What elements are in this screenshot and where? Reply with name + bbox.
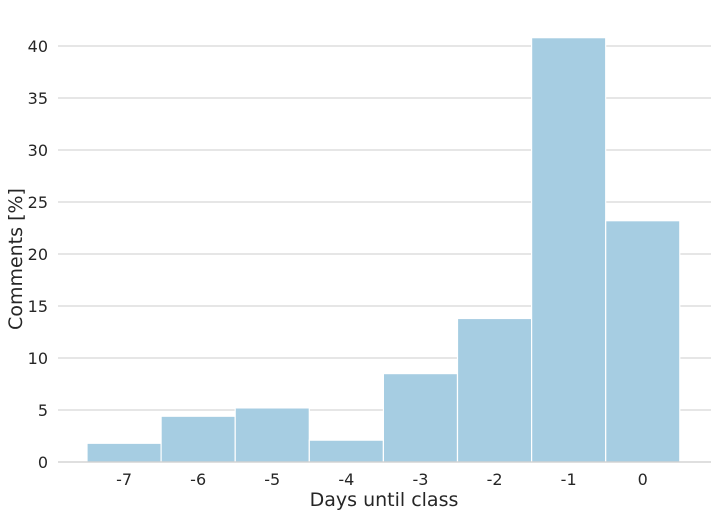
y-tick-label: 10: [28, 349, 48, 368]
y-tick-labels: 0 5 10 15 20 25 30 35 40: [28, 37, 48, 472]
bar: [308, 439, 384, 463]
x-tick-label: -2: [487, 470, 503, 489]
bar: [530, 37, 607, 463]
y-axis-label: Comments [%]: [5, 188, 27, 330]
y-tick-label: 0: [38, 453, 48, 472]
y-tick-label: 15: [28, 297, 48, 316]
x-tick-label: -4: [338, 470, 354, 489]
x-tick-label: -1: [561, 470, 577, 489]
gridlines: [58, 45, 711, 411]
bar: [160, 415, 236, 463]
x-tick-labels: -7 -6 -5 -4 -3 -2 -1 0: [116, 470, 648, 489]
x-tick-label: -5: [264, 470, 280, 489]
bar: [86, 442, 162, 463]
bar: [456, 317, 533, 463]
bar: [234, 407, 310, 463]
y-tick-label: 30: [28, 141, 48, 160]
x-axis-label: Days until class: [310, 489, 459, 511]
y-tick-label: 40: [28, 37, 48, 56]
x-tick-label: -6: [190, 470, 206, 489]
bars: [86, 37, 681, 463]
y-tick-label: 25: [28, 193, 48, 212]
y-tick-label: 35: [28, 89, 48, 108]
x-tick-label: 0: [638, 470, 648, 489]
bar: [382, 373, 459, 463]
x-tick-label: -3: [412, 470, 428, 489]
bar: [605, 220, 681, 463]
y-tick-label: 5: [38, 401, 48, 420]
y-tick-label: 20: [28, 245, 48, 264]
x-tick-label: -7: [116, 470, 132, 489]
